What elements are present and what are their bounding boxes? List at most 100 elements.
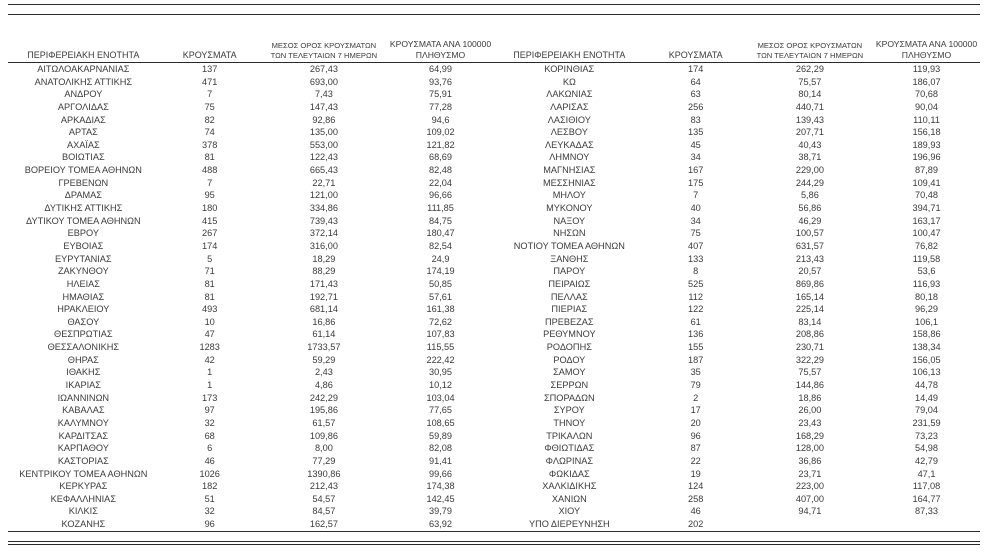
- cell-cases: 471: [202, 76, 218, 87]
- cell-per100k: 108,65: [426, 417, 455, 428]
- table-row: ΛΑΣΙΘΙΟΥ 83 139,43 110,11: [494, 114, 980, 127]
- cell-per100k: 189,93: [912, 139, 941, 150]
- table-row: ΠΙΕΡΙΑΣ 122 225,14 96,29: [494, 303, 980, 316]
- header-cases: ΚΡΟΥΣΜΑΤΑ: [182, 50, 237, 60]
- cell-avg7: 681,14: [309, 304, 338, 315]
- cell-region: ΠΡΕΒΕΖΑΣ: [545, 316, 594, 327]
- top-rule-2: [8, 14, 980, 15]
- cell-cases: 488: [202, 165, 218, 176]
- cell-avg7: 23,43: [798, 417, 822, 428]
- cell-avg7: 61,57: [312, 417, 336, 428]
- header-per100k: ΚΡΟΥΣΜΑΤΑ ΑΝΑ 100000 ΠΛΗΘΥΣΜΟ: [387, 39, 494, 60]
- cell-cases: 267: [202, 228, 218, 239]
- cell-avg7: 322,29: [795, 354, 824, 365]
- cell-region: ΘΕΣΠΡΩΤΙΑΣ: [54, 329, 113, 340]
- cell-cases: 96: [204, 519, 215, 530]
- cell-cases: 74: [204, 127, 215, 138]
- cell-cases: 122: [688, 304, 704, 315]
- cell-cases: 8: [693, 266, 699, 277]
- table-row: ΚΟΖΑΝΗΣ 96 162,57 63,92: [8, 518, 494, 531]
- cell-per100k: 100,47: [912, 228, 941, 239]
- cell-region: ΘΑΣΟΥ: [67, 316, 100, 327]
- cell-per100k: 54,98: [915, 443, 939, 454]
- cell-avg7: 75,57: [798, 367, 822, 378]
- cell-per100k: 103,04: [426, 392, 455, 403]
- cell-avg7: 165,14: [795, 291, 824, 302]
- cell-avg7: 94,71: [798, 506, 822, 517]
- cell-per100k: 82,54: [429, 240, 453, 251]
- cell-avg7: 36,86: [798, 455, 822, 466]
- cell-cases: 46: [204, 455, 215, 466]
- table-row: ΚΙΛΚΙΣ 32 84,57 39,79: [8, 505, 494, 518]
- cell-avg7: 18,29: [312, 253, 336, 264]
- cell-per100k: 63,92: [429, 519, 453, 530]
- cell-region: ΒΟΙΩΤΙΑΣ: [61, 152, 105, 163]
- cell-region: ΤΗΝΟΥ: [553, 417, 586, 428]
- cell-avg7: 75,57: [798, 76, 822, 87]
- cell-per100k: 72,62: [429, 316, 453, 327]
- cell-region: ΚΑΡΔΙΤΣΑΣ: [58, 430, 109, 441]
- cell-per100k: 14,49: [915, 392, 939, 403]
- cell-per100k: 68,69: [429, 152, 453, 163]
- cell-region: ΛΕΥΚΑΔΑΣ: [545, 139, 594, 150]
- cell-avg7: 128,00: [795, 443, 824, 454]
- cell-cases: 19: [690, 468, 701, 479]
- cell-region: ΚΑΒΑΛΑΣ: [62, 405, 105, 416]
- header-avg7: ΜΕΣΟΣ ΟΡΟΣ ΚΡΟΥΣΜΑΤΩΝ ΤΩΝ ΤΕΛΕΥΤΑΙΩΝ 7 Η…: [261, 41, 387, 60]
- cell-per100k: 42,79: [915, 455, 939, 466]
- cell-region: ΝΗΣΩΝ: [553, 228, 586, 239]
- table-row: ΜΕΣΣΗΝΙΑΣ 175 244,29 109,41: [494, 177, 980, 190]
- cell-per100k: 70,48: [915, 190, 939, 201]
- cell-per100k: 161,38: [426, 304, 455, 315]
- cell-region: ΚΟΡΙΝΘΙΑΣ: [544, 64, 595, 74]
- table-row: ΗΡΑΚΛΕΙΟΥ 493 681,14 161,38: [8, 303, 494, 316]
- table-row: ΜΗΛΟΥ 7 5,86 70,48: [494, 189, 980, 202]
- cell-avg7: 84,57: [312, 506, 336, 517]
- cell-avg7: 229,00: [795, 165, 824, 176]
- table-row: ΤΡΙΚΑΛΩΝ 96 168,29 73,23: [494, 430, 980, 443]
- cell-region: ΙΘΑΚΗΣ: [66, 367, 101, 378]
- cell-region: ΚΟΖΑΝΗΣ: [61, 519, 106, 530]
- header-per100k-line1: ΚΡΟΥΣΜΑΤΑ ΑΝΑ 100000: [389, 39, 492, 49]
- cell-avg7: 83,14: [798, 316, 822, 327]
- cell-cases: 1026: [199, 468, 220, 479]
- cell-cases: 22: [690, 455, 701, 466]
- tables-container: ΠΕΡΙΦΕΡΕΙΑΚΗ ΕΝΟΤΗΤΑ ΚΡΟΥΣΜΑΤΑ ΜΕΣΟΣ ΟΡΟ…: [8, 32, 980, 532]
- table-row: ΑΡΓΟΛΙΔΑΣ 75 147,43 77,28: [8, 101, 494, 114]
- cell-per100k: 87,33: [915, 506, 939, 517]
- cell-cases: 34: [690, 152, 701, 163]
- cell-cases: 174: [202, 240, 218, 251]
- cell-avg7: 135,00: [309, 127, 338, 138]
- cell-region: ΚΑΛΥΜΝΟΥ: [57, 417, 109, 428]
- header-region: ΠΕΡΙΦΕΡΕΙΑΚΗ ΕΝΟΤΗΤΑ: [27, 50, 140, 60]
- cell-avg7: 16,86: [312, 316, 336, 327]
- cell-avg7: 80,14: [798, 89, 822, 100]
- table-row: ΚΑΡΠΑΘΟΥ 6 8,00 82,08: [8, 442, 494, 455]
- cell-region: ΕΒΡΟΥ: [67, 228, 100, 239]
- cell-cases: 45: [690, 139, 701, 150]
- cell-avg7: 162,57: [309, 519, 338, 530]
- table-row: ΦΛΩΡΙΝΑΣ 22 36,86 42,79: [494, 455, 980, 468]
- cell-region: ΙΚΑΡΙΑΣ: [65, 380, 101, 391]
- cell-avg7: 372,14: [309, 228, 338, 239]
- cell-cases: 71: [204, 266, 215, 277]
- cell-region: ΑΡΓΟΛΙΔΑΣ: [57, 101, 109, 112]
- cell-per100k: 164,77: [912, 493, 941, 504]
- cell-region: ΛΑΚΩΝΙΑΣ: [546, 89, 593, 100]
- cell-avg7: 869,86: [795, 278, 824, 289]
- table-row: ΚΕΡΚΥΡΑΣ 182 212,43 174,38: [8, 480, 494, 493]
- cell-cases: 87: [690, 443, 701, 454]
- regional-table-left: ΠΕΡΙΦΕΡΕΙΑΚΗ ΕΝΟΤΗΤΑ ΚΡΟΥΣΜΑΤΑ ΜΕΣΟΣ ΟΡΟ…: [8, 32, 494, 532]
- cell-cases: 1: [207, 380, 213, 391]
- table-row: ΘΑΣΟΥ 10 16,86 72,62: [8, 316, 494, 329]
- header-avg7-line1: ΜΕΣΟΣ ΟΡΟΣ ΚΡΟΥΣΜΑΤΩΝ: [271, 41, 377, 50]
- cell-region: ΣΥΡΟΥ: [553, 405, 585, 416]
- cell-cases: 81: [204, 278, 215, 289]
- cell-per100k: 106,13: [912, 367, 941, 378]
- cell-cases: 95: [204, 190, 215, 201]
- table-row: ΕΥΒΟΙΑΣ 174 316,00 82,54: [8, 240, 494, 253]
- cell-cases: 7: [207, 177, 213, 188]
- table-body-left: ΑΙΤΩΛΟΑΚΑΡΝΑΝΙΑΣ 137 267,43 64,99 ΑΝΑΤΟΛΙΚΗΣ…: [8, 63, 494, 531]
- cell-avg7: 223,00: [795, 481, 824, 492]
- table-row: ΔΥΤΙΚΗΣ ΑΤΤΙΚΗΣ 180 334,86 111,85: [8, 202, 494, 215]
